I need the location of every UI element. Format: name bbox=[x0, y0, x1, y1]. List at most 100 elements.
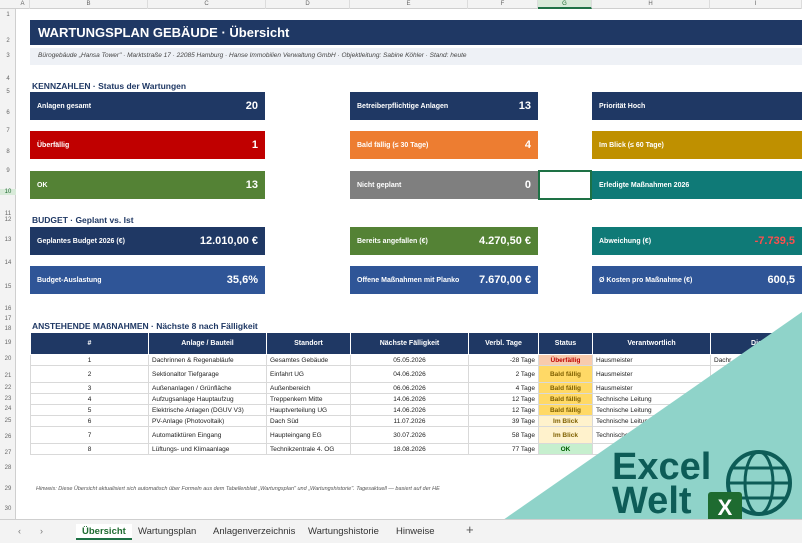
table-cell[interactable]: Hauptverteilung UG bbox=[266, 404, 351, 416]
sheet-tab-wartungshistorie[interactable]: Wartungshistorie bbox=[308, 526, 379, 537]
row-header[interactable]: 15 bbox=[4, 284, 12, 290]
table-cell[interactable]: Außenbereich bbox=[266, 382, 351, 394]
table-cell[interactable]: 30.07.2026 bbox=[350, 426, 469, 444]
row-header[interactable]: 1 bbox=[6, 12, 10, 18]
row-header[interactable]: 22 bbox=[4, 385, 12, 391]
column-header[interactable]: F bbox=[468, 0, 538, 9]
table-cell[interactable]: 1 bbox=[30, 354, 149, 366]
table-cell[interactable]: 11.07.2026 bbox=[350, 415, 469, 427]
table-cell[interactable]: 04.06.2026 bbox=[350, 365, 469, 383]
column-header[interactable]: E bbox=[350, 0, 468, 9]
table-cell[interactable]: 06.06.2026 bbox=[350, 382, 469, 394]
row-header[interactable]: 23 bbox=[4, 396, 12, 402]
table-header[interactable]: Nächste Fälligkeit bbox=[350, 332, 469, 355]
table-cell[interactable]: Automatiktüren Eingang bbox=[148, 426, 267, 444]
row-header[interactable]: 25 bbox=[4, 418, 12, 424]
table-cell[interactable]: 5 bbox=[30, 404, 149, 416]
chevron-left-icon[interactable]: ‹ bbox=[18, 526, 21, 536]
sheet-tab-hinweise[interactable]: Hinweise bbox=[396, 526, 435, 537]
table-cell[interactable]: 14.06.2026 bbox=[350, 393, 469, 405]
kpi-card[interactable]: Anlagen gesamt 20 bbox=[30, 92, 265, 120]
table-cell[interactable]: Technikzentrale 4. OG bbox=[266, 443, 351, 455]
column-header[interactable]: B bbox=[30, 0, 148, 9]
table-cell[interactable]: -28 Tage bbox=[468, 354, 539, 366]
status-badge[interactable]: Überfällig bbox=[538, 354, 593, 366]
table-cell[interactable]: 77 Tage bbox=[468, 443, 539, 455]
row-header[interactable]: 29 bbox=[4, 486, 12, 492]
row-header[interactable]: 12 bbox=[4, 217, 12, 223]
table-cell[interactable]: 14.06.2026 bbox=[350, 404, 469, 416]
add-sheet-button[interactable]: + bbox=[466, 522, 474, 537]
status-badge[interactable]: Bald fällig bbox=[538, 404, 593, 416]
sheet-tab-anlagenverzeichnis[interactable]: Anlagenverzeichnis bbox=[213, 526, 296, 537]
row-header[interactable]: 9 bbox=[6, 168, 10, 174]
kpi-card[interactable]: Erledigte Maßnahmen 2026 bbox=[592, 171, 802, 199]
table-header[interactable]: Verbl. Tage bbox=[468, 332, 539, 355]
row-header[interactable]: 27 bbox=[4, 450, 12, 456]
row-header[interactable]: 6 bbox=[6, 110, 10, 116]
table-cell[interactable]: 12 Tage bbox=[468, 404, 539, 416]
row-header[interactable]: 5 bbox=[6, 89, 10, 95]
row-header[interactable]: 20 bbox=[4, 356, 12, 362]
row-header[interactable]: 3 bbox=[6, 53, 10, 59]
column-header[interactable]: A bbox=[16, 0, 30, 9]
table-header[interactable]: Verantwortlich bbox=[592, 332, 711, 355]
table-cell[interactable]: 05.05.2026 bbox=[350, 354, 469, 366]
row-header[interactable]: 2 bbox=[6, 38, 10, 44]
sheet-tab-uebersicht[interactable]: Übersicht bbox=[76, 524, 132, 540]
table-cell[interactable]: 3 bbox=[30, 382, 149, 394]
table-cell[interactable]: 2 bbox=[30, 365, 149, 383]
row-header[interactable]: 4 bbox=[6, 76, 10, 82]
column-header[interactable]: C bbox=[148, 0, 266, 9]
budget-card[interactable]: Abweichung (€) -7.739,5 bbox=[592, 227, 802, 255]
row-header[interactable]: 13 bbox=[4, 237, 12, 243]
row-header[interactable]: 26 bbox=[4, 434, 12, 440]
row-header[interactable]: 21 bbox=[4, 373, 12, 379]
table-cell[interactable]: Haupteingang EG bbox=[266, 426, 351, 444]
table-header[interactable]: # bbox=[30, 332, 149, 355]
chevron-right-icon[interactable]: › bbox=[40, 526, 43, 536]
budget-card[interactable]: Offene Maßnahmen mit Planko 7.670,00 € bbox=[350, 266, 538, 294]
status-badge[interactable]: Bald fällig bbox=[538, 393, 593, 405]
row-header[interactable]: 8 bbox=[6, 149, 10, 155]
table-cell[interactable]: PV-Anlage (Photovoltaik) bbox=[148, 415, 267, 427]
table-cell[interactable]: Treppenkern Mitte bbox=[266, 393, 351, 405]
status-badge[interactable]: Bald fällig bbox=[538, 382, 593, 394]
budget-card[interactable]: Bereits angefallen (€) 4.270,50 € bbox=[350, 227, 538, 255]
table-cell[interactable]: 2 Tage bbox=[468, 365, 539, 383]
kpi-card[interactable]: Nicht geplant 0 bbox=[350, 171, 538, 199]
row-header[interactable]: 18 bbox=[4, 326, 12, 332]
column-header[interactable]: I bbox=[710, 0, 802, 9]
budget-card[interactable]: Geplantes Budget 2026 (€) 12.010,00 € bbox=[30, 227, 265, 255]
table-cell[interactable]: 18.08.2026 bbox=[350, 443, 469, 455]
table-cell[interactable]: Außenanlagen / Grünfläche bbox=[148, 382, 267, 394]
status-badge[interactable]: Bald fällig bbox=[538, 365, 593, 383]
table-cell[interactable]: Aufzugsanlage Hauptaufzug bbox=[148, 393, 267, 405]
status-badge[interactable]: Im Blick bbox=[538, 415, 593, 427]
table-cell[interactable]: 4 bbox=[30, 393, 149, 405]
column-header[interactable]: G bbox=[538, 0, 592, 9]
kpi-card[interactable]: OK 13 bbox=[30, 171, 265, 199]
status-badge[interactable]: Im Blick bbox=[538, 426, 593, 444]
row-header[interactable]: 24 bbox=[4, 406, 12, 412]
table-cell[interactable]: 8 bbox=[30, 443, 149, 455]
table-cell[interactable]: Sektionaltor Tiefgarage bbox=[148, 365, 267, 383]
table-cell[interactable]: 6 bbox=[30, 415, 149, 427]
table-header[interactable]: Status bbox=[538, 332, 593, 355]
table-cell[interactable]: 12 Tage bbox=[468, 393, 539, 405]
table-cell[interactable]: Hausmeister bbox=[592, 365, 711, 383]
row-header[interactable]: 7 bbox=[6, 128, 10, 134]
sheet-tab-wartungsplan[interactable]: Wartungsplan bbox=[138, 526, 197, 537]
kpi-card[interactable]: Bald fällig (≤ 30 Tage) 4 bbox=[350, 131, 538, 159]
kpi-card[interactable]: Im Blick (≤ 60 Tage) bbox=[592, 131, 802, 159]
row-header[interactable]: 10 bbox=[0, 189, 16, 195]
table-cell[interactable]: Lüftungs- und Klimaanlage bbox=[148, 443, 267, 455]
row-header[interactable]: 30 bbox=[4, 506, 12, 512]
column-header[interactable]: H bbox=[592, 0, 710, 9]
table-cell[interactable]: Dachrinnen & Regenabläufe bbox=[148, 354, 267, 366]
row-header[interactable]: 16 bbox=[4, 306, 12, 312]
row-header[interactable]: 14 bbox=[4, 260, 12, 266]
table-cell[interactable]: Einfahrt UG bbox=[266, 365, 351, 383]
table-cell[interactable]: 58 Tage bbox=[468, 426, 539, 444]
table-cell[interactable]: 7 bbox=[30, 426, 149, 444]
